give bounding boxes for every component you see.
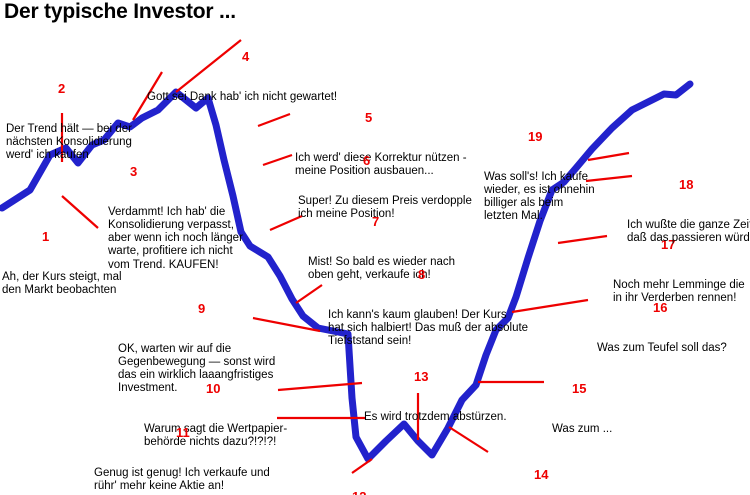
annotation-12-number: 12 bbox=[352, 490, 450, 495]
annotation-2-text: Der Trend hält — bei der nächsten Konsol… bbox=[6, 122, 132, 162]
annotation-13-number: 13 bbox=[414, 369, 429, 385]
annotation-19-text: Was soll's! Ich kaufe wieder, es ist ohn… bbox=[484, 170, 595, 223]
leader-line-16 bbox=[511, 298, 589, 314]
annotation-8-number: 8 bbox=[418, 267, 426, 283]
annotation-9: 9 OK, warten wir auf die Gegenbewegung —… bbox=[118, 276, 275, 422]
annotation-4: 4 Gott sei Dank hab' ich nicht gewartet! bbox=[147, 24, 337, 130]
annotation-6: 6 Super! Zu diesem Preis verdopple ich m… bbox=[298, 128, 472, 248]
annotation-12: 12 Zum Glück hab' ich alles verkauft! bbox=[278, 464, 450, 495]
annotation-13-text: Es wird trotzdem abstürzen. bbox=[364, 410, 507, 423]
annotation-10-text: Warum sagt die Wertpapier- behörde nicht… bbox=[144, 422, 288, 449]
annotation-5-number: 5 bbox=[365, 110, 373, 126]
leader-line-17 bbox=[557, 234, 608, 245]
annotation-3: 3 Verdammt! Ich hab' die Konsolidierung … bbox=[108, 139, 243, 298]
annotation-5: 5 Ich werd' diese Korrektur nützen - mei… bbox=[295, 85, 467, 205]
page-title: Der typische Investor ... bbox=[4, 0, 236, 23]
leader-line-12 bbox=[351, 458, 373, 474]
annotation-16-number: 16 bbox=[653, 300, 668, 316]
annotation-9-text: OK, warten wir auf die Gegenbewegung — s… bbox=[118, 342, 276, 395]
annotation-10-number: 10 bbox=[206, 381, 221, 397]
annotation-11-number: 11 bbox=[176, 425, 190, 441]
price-line bbox=[0, 80, 694, 463]
annotation-15-number: 15 bbox=[572, 381, 587, 397]
annotation-15: 15 Was zum ... bbox=[552, 356, 612, 462]
annotation-19-number: 19 bbox=[528, 129, 543, 145]
annotation-8-text: Ich kann's kaum glauben! Der Kurs hat si… bbox=[328, 308, 529, 348]
annotation-19: 19 Was soll's! Ich kaufe wieder, es ist … bbox=[484, 104, 595, 250]
annotation-6-number: 6 bbox=[363, 153, 371, 169]
leader-line-10 bbox=[277, 381, 363, 392]
leader-line-18 bbox=[585, 174, 633, 183]
leader-lines bbox=[60, 39, 633, 474]
annotation-7-number: 7 bbox=[372, 214, 380, 230]
annotation-14: 14 Was hab' ich gesagt. bbox=[492, 442, 598, 495]
annotation-14-number: 14 bbox=[534, 467, 549, 483]
leader-line-19 bbox=[587, 151, 630, 162]
annotation-1-number: 1 bbox=[42, 229, 50, 245]
annotation-6-text: Super! Zu diesem Preis verdopple ich mei… bbox=[298, 194, 472, 221]
annotation-16-text: Was zum Teufel soll das? bbox=[597, 341, 727, 354]
annotation-5-text: Ich werd' diese Korrektur nützen - meine… bbox=[295, 151, 467, 178]
annotation-10: 10 Warum sagt die Wertpapier- behörde ni… bbox=[144, 356, 287, 476]
annotation-4-number: 4 bbox=[242, 49, 250, 65]
annotation-18-text: Ich wußte die ganze Zeit, daß das passie… bbox=[627, 218, 750, 245]
annotation-13: 13 Es wird trotzdem abstürzen. bbox=[364, 344, 507, 450]
leader-line-3 bbox=[132, 71, 163, 121]
annotation-2-number: 2 bbox=[58, 81, 66, 97]
annotation-17-number: 17 bbox=[661, 237, 676, 253]
annotation-11: 11 Genug ist genug! Ich verkaufe und rüh… bbox=[94, 400, 270, 495]
leader-line-4 bbox=[175, 39, 242, 93]
leader-line-9 bbox=[252, 316, 321, 333]
annotation-9-number: 9 bbox=[198, 301, 206, 317]
leader-line-6 bbox=[262, 153, 293, 167]
annotation-4-text: Gott sei Dank hab' ich nicht gewartet! bbox=[147, 90, 338, 103]
annotation-17-text: Noch mehr Lemminge die in ihr Verderben … bbox=[613, 278, 745, 305]
annotation-7: 7 Mist! So bald es wieder nach oben geht… bbox=[308, 189, 455, 309]
annotation-18-number: 18 bbox=[679, 177, 694, 193]
annotation-3-text: Verdammt! Ich hab' die Konsolidierung ve… bbox=[108, 205, 243, 271]
annotation-3-number: 3 bbox=[130, 164, 138, 180]
annotation-1: 1 Ah, der Kurs steigt, mal den Markt beo… bbox=[2, 204, 122, 324]
annotation-2: 2 Der Trend hält — bei der nächsten Kons… bbox=[6, 56, 132, 189]
leader-line-7 bbox=[269, 214, 303, 232]
annotation-16: 16 Was zum Teufel soll das? bbox=[597, 275, 727, 381]
annotation-17: 17 Noch mehr Lemminge die in ihr Verderb… bbox=[613, 212, 745, 332]
annotation-11-text: Genug ist genug! Ich verkaufe und rühr' … bbox=[94, 466, 270, 493]
annotation-1-text: Ah, der Kurs steigt, mal den Markt beoba… bbox=[2, 270, 122, 297]
annotation-7-text: Mist! So bald es wieder nach oben geht, … bbox=[308, 255, 456, 282]
annotation-8: 8 Ich kann's kaum glauben! Der Kurs hat … bbox=[328, 242, 528, 375]
leader-line-1 bbox=[61, 195, 99, 229]
annotation-18: 18 Ich wußte die ganze Zeit, daß das pas… bbox=[627, 152, 750, 272]
annotation-15-text: Was zum ... bbox=[552, 422, 613, 435]
leader-line-8 bbox=[295, 284, 323, 304]
leader-line-5 bbox=[257, 112, 291, 128]
leader-line-14 bbox=[448, 426, 489, 453]
